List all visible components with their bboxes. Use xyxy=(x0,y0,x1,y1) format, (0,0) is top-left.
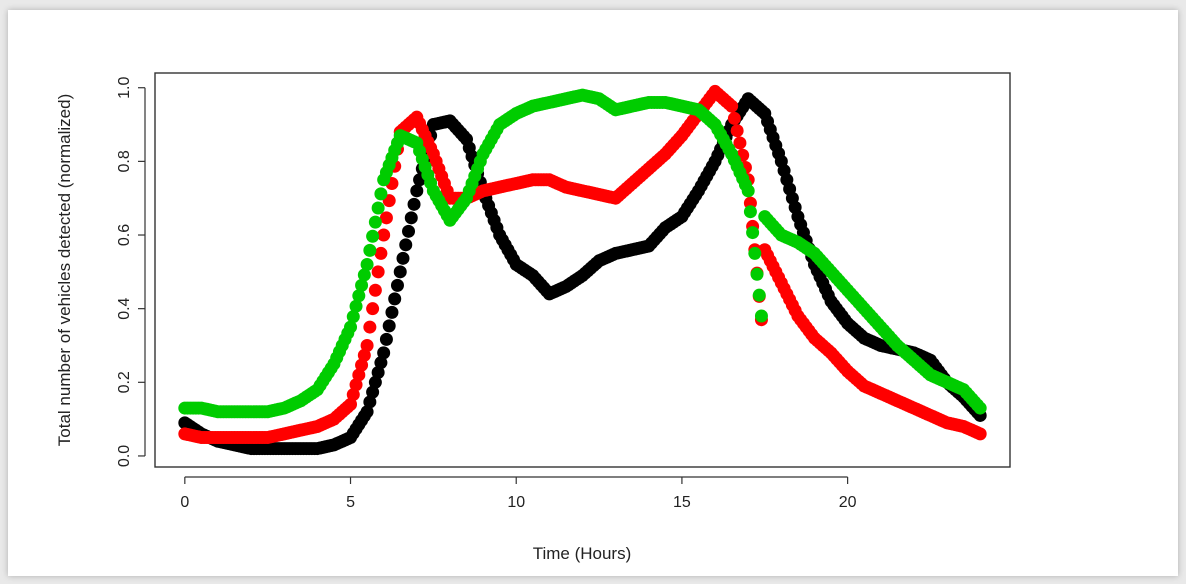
x-tick-label: 15 xyxy=(673,494,691,511)
x-tick-label: 5 xyxy=(346,494,355,511)
data-dot xyxy=(368,375,382,389)
x-axis-title: Time (Hours) xyxy=(533,544,632,563)
data-dot xyxy=(366,385,380,399)
data-dot xyxy=(349,299,363,313)
plot-area-border xyxy=(154,72,1011,468)
data-dot xyxy=(346,388,360,402)
series-2 xyxy=(178,88,987,419)
data-dot xyxy=(772,270,786,284)
data-dot xyxy=(371,365,385,379)
data-point xyxy=(360,257,374,271)
data-dot xyxy=(363,243,377,257)
data-dot xyxy=(738,178,752,192)
y-tick-label: 1.0 xyxy=(116,77,133,99)
line-chart: 0 5 10 15 200.00.20.40.60.81.0 Time (Hours) … xyxy=(55,72,1011,563)
y-tick-label: 0.6 xyxy=(116,224,133,246)
data-point xyxy=(377,228,391,242)
data-dot xyxy=(424,176,438,190)
data-dot xyxy=(349,378,363,392)
data-dot xyxy=(341,400,355,414)
data-dot xyxy=(324,361,338,375)
data-dot xyxy=(396,251,410,265)
data-dot xyxy=(374,356,388,370)
y-tick-label: 0.8 xyxy=(116,150,133,172)
data-dot xyxy=(357,348,371,362)
data-dot xyxy=(424,141,438,155)
data-dot xyxy=(366,302,380,316)
data-point xyxy=(360,338,374,352)
data-dot xyxy=(363,395,377,409)
data-dot xyxy=(352,368,366,382)
data-dot xyxy=(821,288,835,302)
data-dot xyxy=(357,268,371,282)
data-dot xyxy=(371,201,385,215)
x-tick-label: 10 xyxy=(507,494,525,511)
data-dot xyxy=(388,292,402,306)
data-dot xyxy=(457,129,471,143)
data-point xyxy=(393,265,407,279)
data-dot xyxy=(748,246,762,260)
series-1 xyxy=(178,84,987,445)
data-dot xyxy=(722,142,736,156)
x-tick-label: 20 xyxy=(839,494,857,511)
data-dot xyxy=(368,215,382,229)
data-dot xyxy=(341,326,355,340)
data-dot xyxy=(346,310,360,324)
data-point xyxy=(754,309,768,323)
data-dot xyxy=(399,238,413,252)
data-dot xyxy=(355,358,369,372)
y-tick-label: 0.0 xyxy=(116,445,133,467)
data-dot xyxy=(352,289,366,303)
y-tick-label: 0.2 xyxy=(116,371,133,393)
data-dot xyxy=(402,224,416,238)
data-dot xyxy=(730,124,744,138)
series-0 xyxy=(178,92,987,456)
data-dot xyxy=(750,267,764,281)
data-dot xyxy=(390,278,404,292)
axis-layer: 0 5 10 15 20 0.0 0.2 0.4 0.6 0.8 1.0 xyxy=(116,77,857,511)
series-layer xyxy=(178,84,987,456)
data-dot xyxy=(733,136,747,150)
data-dot xyxy=(407,197,421,211)
data-dot xyxy=(490,221,504,235)
data-dot xyxy=(755,104,769,118)
chart-frame: 0 5 10 15 20 0.0 0.2 0.4 0.6 0.8 1.0 Time (Hours) … xyxy=(8,10,1178,576)
data-dot xyxy=(355,278,369,292)
data-dot xyxy=(970,398,984,412)
data-dot xyxy=(385,305,399,319)
data-point xyxy=(377,346,391,360)
data-dot xyxy=(357,409,371,423)
data-point xyxy=(410,184,424,198)
data-dot xyxy=(374,246,388,260)
data-dot xyxy=(727,111,741,125)
data-dot xyxy=(368,283,382,297)
y-tick-label: 0.4 xyxy=(116,297,133,319)
data-dot xyxy=(457,195,471,209)
data-dot xyxy=(743,205,757,219)
y-axis-title: Total number of vehicles detected (norma… xyxy=(55,94,74,446)
data-dot xyxy=(379,332,393,346)
data-dot xyxy=(404,211,418,225)
data-dot xyxy=(705,159,719,173)
data-dot xyxy=(788,200,802,214)
data-dot xyxy=(746,226,760,240)
data-dot xyxy=(371,265,385,279)
data-dot xyxy=(722,97,736,111)
data-dot xyxy=(366,229,380,243)
data-dot xyxy=(473,154,487,168)
data-dot xyxy=(752,288,766,302)
x-tick-label: 0 xyxy=(180,494,189,511)
data-dot xyxy=(374,187,388,201)
data-dot xyxy=(379,211,393,225)
data-dot xyxy=(363,320,377,334)
data-dot xyxy=(382,319,396,333)
data-dot xyxy=(772,146,786,160)
data-dot xyxy=(970,426,984,440)
